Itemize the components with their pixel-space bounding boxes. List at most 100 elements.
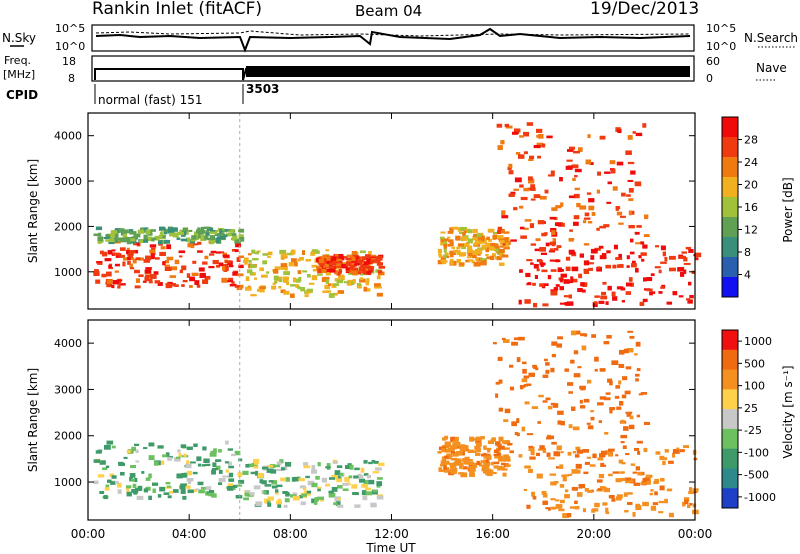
- velocity-echo-cell: [626, 413, 632, 417]
- power-echo-cell: [465, 259, 470, 263]
- velocity-echo-cell: [568, 391, 573, 394]
- velocity-echo-cell: [481, 453, 488, 457]
- velocity-echo-cell: [604, 450, 612, 455]
- power-echo-cell: [501, 254, 509, 258]
- power-echo-cell: [281, 253, 287, 258]
- power-echo-cell: [202, 261, 208, 265]
- power-echo-cell: [678, 295, 684, 298]
- velocity-echo-cell: [498, 445, 505, 450]
- power-echo-cell: [311, 275, 318, 281]
- power-echo-cell: [315, 250, 320, 254]
- velocity-echo-cell: [292, 495, 300, 501]
- power-echo-cell: [519, 269, 523, 273]
- velocity-echo-cell: [551, 353, 556, 358]
- velocity-echo-cell: [547, 405, 553, 410]
- velocity-echo-cell: [117, 482, 122, 488]
- power-echo-cell: [145, 267, 152, 270]
- power-echo-cell: [444, 252, 449, 257]
- velocity-echo-cell: [577, 366, 582, 369]
- power-echo-cell: [112, 279, 119, 285]
- power-echo-cell: [519, 226, 525, 230]
- power-echo-cell: [133, 233, 138, 238]
- velocity-echo-cell: [449, 463, 457, 468]
- velocity-echo-cell: [189, 461, 196, 464]
- power-echo-cell: [222, 264, 229, 268]
- colorbar-tick-label: -1000: [744, 491, 776, 504]
- power-echo-cell: [126, 239, 131, 245]
- velocity-echo-cell: [503, 456, 511, 461]
- power-echo-cell: [483, 259, 487, 265]
- colorbar-swatch: [722, 349, 738, 371]
- power-echo-cell: [95, 226, 103, 231]
- power-echo-cell: [574, 187, 580, 191]
- velocity-echo-cell: [624, 477, 632, 481]
- velocity-echo-cell: [317, 486, 322, 489]
- velocity-echo-cell: [493, 461, 500, 465]
- power-echo-cell: [106, 283, 113, 288]
- power-echo-cell: [568, 146, 575, 150]
- power-echo-cell: [536, 142, 544, 148]
- velocity-echo-cell: [531, 406, 539, 409]
- velocity-echo-cell: [608, 453, 614, 457]
- velocity-echo-cell: [131, 446, 136, 452]
- velocity-echo-cell: [192, 489, 197, 492]
- velocity-echo-cell: [455, 445, 461, 449]
- nave-trace: [246, 66, 690, 77]
- velocity-echo-cell: [615, 478, 622, 483]
- velocity-echo-cell: [537, 421, 542, 424]
- power-echo-cell: [311, 249, 318, 254]
- power-echo-cell: [658, 269, 662, 274]
- velocity-echo-cell: [660, 477, 665, 482]
- power-echo-cell: [565, 266, 571, 272]
- velocity-echo-cell: [349, 464, 354, 470]
- velocity-echo-cell: [576, 492, 583, 497]
- power-echo-cell: [145, 255, 152, 261]
- colorbar-swatch: [722, 277, 738, 298]
- power-echo-cell: [628, 210, 633, 216]
- power-echo-cell: [134, 249, 139, 254]
- power-echo-cell: [198, 267, 205, 272]
- power-echo-cell: [564, 301, 569, 306]
- power-echo-cell: [170, 227, 178, 232]
- velocity-echo-cell: [625, 411, 633, 414]
- power-echo-cell: [179, 255, 183, 258]
- power-echo-cell: [347, 279, 354, 285]
- velocity-echo-cell: [261, 480, 267, 485]
- power-echo-cell: [525, 272, 531, 278]
- power-echo-cell: [444, 240, 448, 245]
- power-echo-cell: [491, 253, 497, 257]
- power-echo-cell: [254, 277, 258, 280]
- velocity-echo-cell: [363, 473, 369, 476]
- power-echo-cell: [200, 238, 207, 241]
- power-echo-cell: [634, 181, 642, 187]
- power-echo-cell: [272, 282, 276, 285]
- power-echo-cell: [239, 237, 245, 242]
- power-echo-cell: [694, 257, 699, 261]
- power-echo-cell: [494, 243, 499, 248]
- power-echo-cell: [206, 238, 213, 241]
- power-echo-cell: [497, 226, 503, 231]
- velocity-echo-cell: [621, 394, 627, 399]
- velocity-echo-cell: [609, 407, 616, 411]
- power-echo-cell: [129, 249, 136, 254]
- velocity-echo-cell: [276, 484, 283, 488]
- power-echo-cell: [568, 195, 576, 199]
- velocity-echo-cell: [514, 431, 518, 436]
- velocity-echo-cell: [130, 450, 134, 454]
- power-echo-cell: [174, 259, 180, 265]
- power-echo-cell: [115, 253, 122, 258]
- power-echo-cell: [587, 262, 594, 265]
- power-echo-cell: [520, 196, 528, 201]
- power-echo-cell: [349, 264, 355, 270]
- power-echo-cell: [199, 272, 205, 278]
- velocity-echo-cell: [457, 450, 463, 454]
- power-echo-cell: [455, 235, 461, 241]
- velocity-echo-cell: [334, 470, 341, 476]
- power-echo-cell: [507, 166, 512, 170]
- power-echo-cell: [279, 249, 287, 255]
- velocity-echo-cell: [516, 357, 521, 363]
- power-echo-cell: [235, 243, 242, 248]
- power-echo-cell: [579, 253, 585, 258]
- velocity-echo-cell: [348, 475, 353, 479]
- velocity-echo-cell: [599, 396, 607, 400]
